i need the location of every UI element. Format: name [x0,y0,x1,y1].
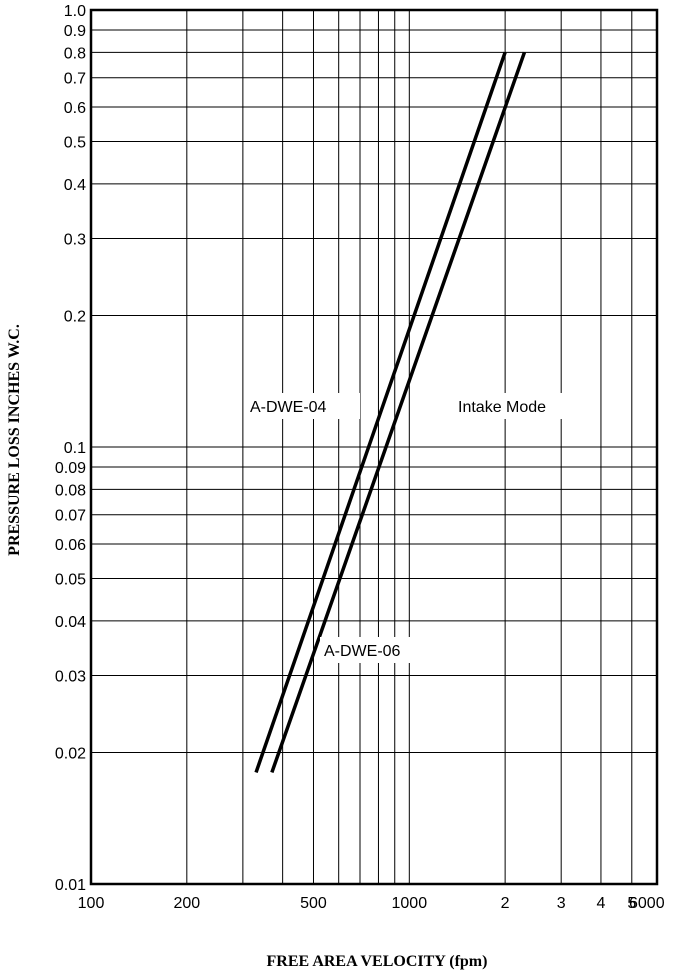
label-layer: A-DWE-04 A-DWE-06 Intake Mode [246,393,582,663]
y-tick-label: 0.01 [55,877,86,894]
y-tick-label: 0.06 [55,537,86,554]
x-tick-label: 1000 [392,895,428,912]
x-tick-label: 5 [627,895,636,912]
intake-mode-annotation: Intake Mode [458,399,546,416]
y-tick-label: 0.05 [55,572,86,589]
annotation-bg [452,393,582,419]
series-line-0 [254,51,507,774]
series-line-1 [270,51,527,774]
y-tick-label: 1.0 [64,3,86,20]
y-tick-label: 0.3 [64,231,86,248]
y-axis-title: PRESSURE LOSS INCHES W.C. [6,324,23,556]
y-tick-label: 0.08 [55,482,86,499]
x-tick-label: 500 [300,895,327,912]
series-label-bg-0 [246,393,360,419]
x-tick-label: 6000 [629,895,665,912]
x-tick-label: 4 [596,895,605,912]
tick-labels: 0.01 0.02 0.03 0.04 0.05 0.06 0.07 0.08 0.09 0.1 0… [55,3,665,912]
series-lines [254,51,527,774]
series-label-0: A-DWE-04 [250,399,327,416]
x-tick-label: 2 [501,895,510,912]
series-label-1: A-DWE-06 [324,643,401,660]
x-axis-title: FREE AREA VELOCITY (fpm) [267,953,488,970]
plot-frame [89,8,659,886]
x-tick-label: 100 [78,895,105,912]
y-tick-label: 0.09 [55,460,86,477]
y-tick-label: 0.02 [55,745,86,762]
x-tick-label: 3 [557,895,566,912]
series-label-bg-1 [320,637,430,663]
y-tick-label: 0.8 [64,45,86,62]
y-tick-label: 0.03 [55,668,86,685]
grid [91,10,657,884]
y-tick-label: 0.7 [64,71,86,88]
y-tick-label: 0.1 [64,440,86,457]
y-tick-label: 0.6 [64,100,86,117]
y-tick-label: 0.5 [64,135,86,152]
y-tick-label: 0.04 [55,614,86,631]
x-tick-label: 200 [173,895,200,912]
y-tick-label: 0.9 [64,23,86,40]
y-tick-label: 0.2 [64,308,86,325]
y-tick-label: 0.4 [64,177,86,194]
y-tick-label: 0.07 [55,508,86,525]
